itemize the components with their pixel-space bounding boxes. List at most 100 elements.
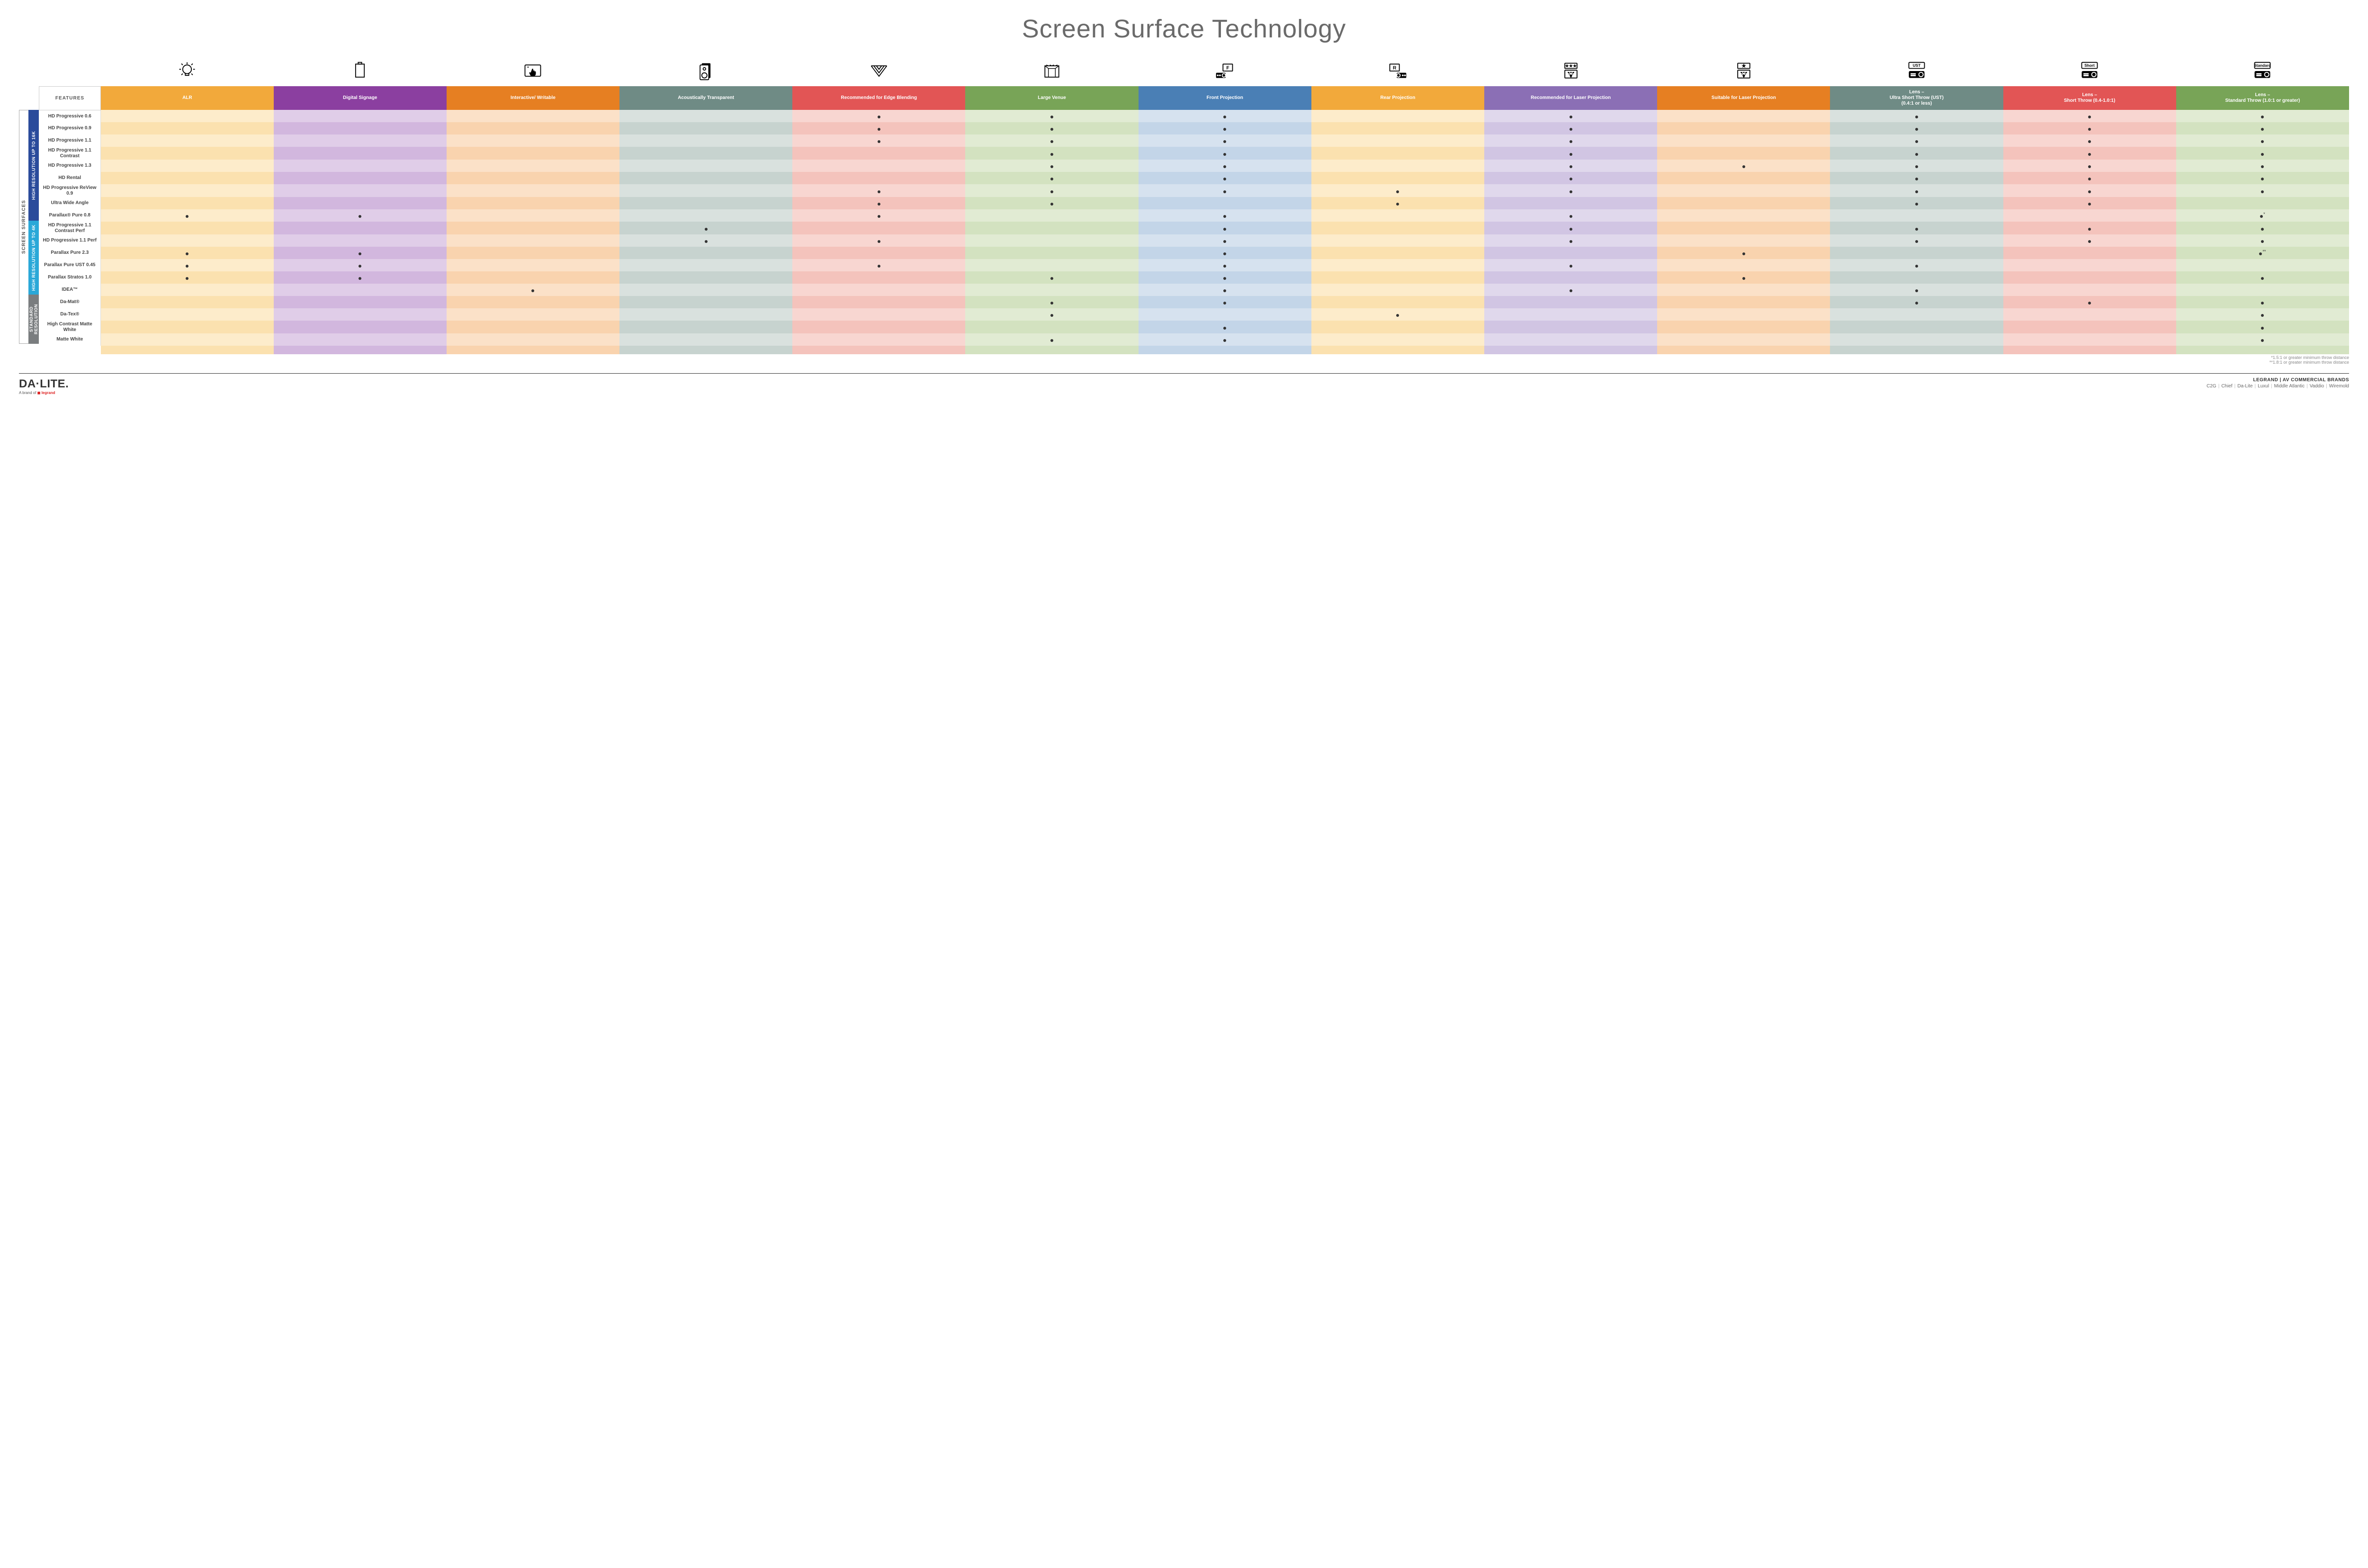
cell xyxy=(2003,296,2176,308)
cell xyxy=(101,209,274,222)
cell xyxy=(965,333,1138,346)
cell xyxy=(447,333,619,346)
cell xyxy=(792,197,965,209)
cell xyxy=(1484,197,1657,209)
cell xyxy=(1657,172,1830,184)
cell xyxy=(965,321,1138,333)
cell xyxy=(619,134,792,147)
cell xyxy=(1830,160,2003,172)
cell xyxy=(2003,209,2176,222)
cell xyxy=(2003,134,2176,147)
col-header-reclaser: Recommended for Laser Projection xyxy=(1484,86,1657,110)
cell xyxy=(101,271,274,284)
cell xyxy=(1139,296,1311,308)
cell xyxy=(965,134,1138,147)
features-header: FEATURES xyxy=(39,86,101,110)
cell xyxy=(1139,122,1311,134)
cell xyxy=(2003,147,2176,160)
cell xyxy=(792,296,965,308)
cell xyxy=(1657,222,1830,234)
cell xyxy=(619,296,792,308)
cell xyxy=(619,197,792,209)
cell xyxy=(792,134,965,147)
cell xyxy=(1657,308,1830,321)
cell xyxy=(965,147,1138,160)
category-label: STANDARD RESOLUTION xyxy=(28,295,39,344)
cell xyxy=(101,134,274,147)
cell xyxy=(965,160,1138,172)
cell xyxy=(101,321,274,333)
cell xyxy=(274,134,447,147)
row-label: Parallax Stratos 1.0 xyxy=(39,271,101,284)
footnotes: *1.5:1 or greater minimum throw distance… xyxy=(39,355,2349,365)
cell xyxy=(1830,271,2003,284)
cell xyxy=(619,321,792,333)
cell xyxy=(101,197,274,209)
cell xyxy=(447,284,619,296)
table-row: IDEA™ xyxy=(39,284,2350,296)
cell xyxy=(2176,321,2349,333)
cell xyxy=(2176,333,2349,346)
cell xyxy=(965,308,1138,321)
cell xyxy=(1657,147,1830,160)
cell xyxy=(2003,234,2176,247)
cell xyxy=(1311,209,1484,222)
col-icon-std: Standard xyxy=(2176,58,2349,86)
cell xyxy=(447,308,619,321)
table-row: HD Progressive 0.9 xyxy=(39,122,2350,134)
cell xyxy=(1657,234,1830,247)
cell xyxy=(1657,247,1830,259)
brand-item: Wiremold xyxy=(2329,384,2349,389)
cell xyxy=(619,147,792,160)
footer: DA·LITE. A brand of ◼ legrand LEGRAND | … xyxy=(19,373,2349,395)
cell xyxy=(1484,110,1657,122)
cell xyxy=(1139,247,1311,259)
col-header-large: Large Venue xyxy=(965,86,1138,110)
cell xyxy=(447,222,619,234)
cell xyxy=(1139,172,1311,184)
cell xyxy=(101,184,274,197)
cell xyxy=(1484,308,1657,321)
row-label: HD Progressive 1.1 Contrast Perf xyxy=(39,222,101,234)
table-row: HD Progressive ReView 0.9 xyxy=(39,184,2350,197)
cell xyxy=(965,122,1138,134)
cell xyxy=(1311,184,1484,197)
cell xyxy=(1657,321,1830,333)
cell xyxy=(1830,247,2003,259)
cell xyxy=(1484,147,1657,160)
cell xyxy=(792,222,965,234)
cell xyxy=(101,234,274,247)
cell xyxy=(1484,209,1657,222)
cell xyxy=(619,172,792,184)
svg-text:R: R xyxy=(1393,65,1397,71)
cell xyxy=(1830,209,2003,222)
col-header-rear: Rear Projection xyxy=(1311,86,1484,110)
cell xyxy=(1657,284,1830,296)
cell xyxy=(447,209,619,222)
col-header-alr: ALR xyxy=(101,86,274,110)
cell xyxy=(2003,122,2176,134)
cell xyxy=(965,296,1138,308)
cell xyxy=(1139,308,1311,321)
cell xyxy=(2176,147,2349,160)
cell xyxy=(447,160,619,172)
cell xyxy=(619,308,792,321)
page-title: Screen Surface Technology xyxy=(19,14,2349,44)
cell xyxy=(1311,197,1484,209)
cell xyxy=(1139,222,1311,234)
cell xyxy=(965,110,1138,122)
cell xyxy=(1139,197,1311,209)
cell xyxy=(1484,271,1657,284)
cell: ** xyxy=(2176,247,2349,259)
cell xyxy=(2176,110,2349,122)
cell xyxy=(274,321,447,333)
cell xyxy=(1139,209,1311,222)
cell xyxy=(1311,321,1484,333)
svg-text:Short: Short xyxy=(2084,63,2095,67)
cell xyxy=(1657,259,1830,271)
row-label: High Contrast Matte White xyxy=(39,321,101,333)
cell xyxy=(1139,284,1311,296)
cell xyxy=(965,284,1138,296)
cell xyxy=(1484,172,1657,184)
row-label: HD Progressive 1.1 xyxy=(39,134,101,147)
